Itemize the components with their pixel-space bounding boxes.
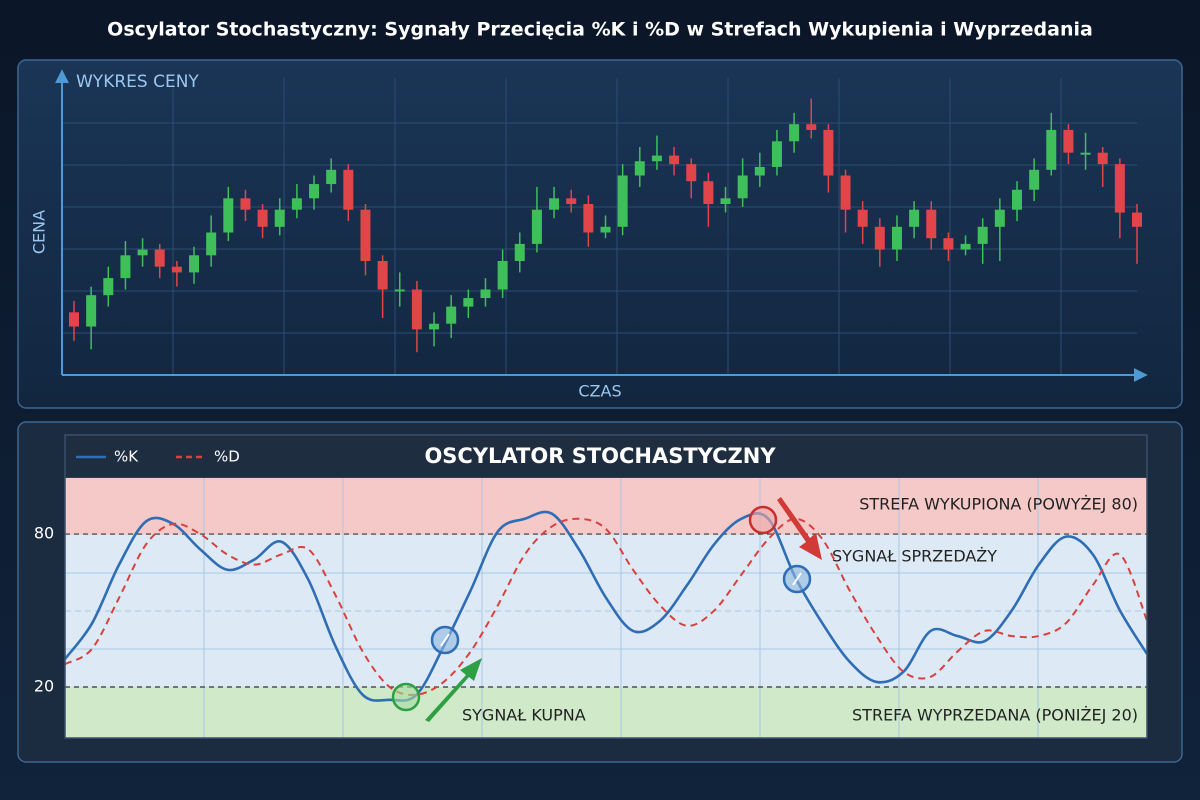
price-panel	[17, 59, 1183, 409]
candle-body	[977, 226, 988, 244]
sell-marker	[748, 505, 778, 535]
candle-body	[1097, 152, 1108, 165]
candle-body	[754, 166, 765, 176]
candle-body	[103, 278, 114, 296]
candle-body	[120, 255, 131, 279]
candle-body	[446, 306, 457, 324]
candle-body	[720, 198, 731, 204]
cross-marker-tick	[792, 572, 802, 586]
candle-body	[874, 226, 885, 250]
candle-body	[686, 164, 697, 182]
candle-body	[309, 184, 320, 199]
candle-body	[274, 209, 285, 227]
candle-body	[1063, 129, 1074, 153]
candle-body	[326, 169, 337, 185]
candle-body	[806, 124, 817, 130]
cross-marker-tick	[440, 633, 450, 647]
annotation: STREFA WYPRZEDANA (PONIŻEJ 20)	[852, 706, 1138, 725]
x-axis-label: CZAS	[578, 382, 621, 401]
candle-body	[240, 198, 251, 210]
plot-header	[64, 434, 1148, 479]
candle-body	[480, 289, 491, 299]
y-tick-label: 20	[34, 677, 54, 696]
annotation: STREFA WYKUPIONA (POWYŻEJ 80)	[859, 495, 1138, 514]
candle-body	[377, 261, 388, 290]
plot-frame	[64, 434, 1148, 739]
candle-body	[943, 238, 954, 250]
candle-body	[1132, 212, 1142, 227]
candle-body	[634, 161, 645, 176]
y-tick-label: 80	[34, 524, 54, 543]
annotation: SYGNAŁ SPRZEDAŻY	[832, 547, 997, 566]
candle-body	[994, 209, 1005, 227]
candle-body	[69, 312, 79, 327]
candle-body	[1029, 169, 1040, 190]
candle-body	[549, 198, 560, 210]
candle-body	[960, 243, 971, 250]
candle-body	[737, 175, 748, 199]
oscillator-chart: 20 80 OSCYLATOR STOCHASTYCZNY %K %D STREFA WY…	[34, 434, 1149, 739]
candle-body	[789, 124, 800, 142]
candle-body	[840, 175, 851, 210]
candle-body	[771, 141, 782, 167]
candle-body	[154, 249, 165, 267]
candle-body	[429, 323, 440, 330]
candle-body	[360, 209, 371, 261]
candle-body	[86, 295, 97, 327]
candle-body	[394, 289, 405, 292]
series-line	[64, 517, 1148, 696]
candle-body	[291, 198, 302, 210]
candle-body	[926, 209, 937, 239]
annotation: SYGNAŁ KUPNA	[462, 706, 586, 725]
candle-body	[223, 198, 234, 233]
chart-title: OSCYLATOR STOCHASTYCZNY	[424, 444, 776, 468]
candle-body	[617, 175, 628, 227]
y-axis-label: CENA	[30, 210, 49, 254]
candle-body	[600, 226, 611, 233]
candle-body	[1011, 189, 1022, 210]
oversold-zone	[65, 687, 1147, 738]
candle-body	[909, 209, 920, 227]
candle-body	[823, 129, 834, 176]
candle-body	[583, 204, 594, 233]
candle-body	[343, 169, 354, 210]
price-chart: WYKRES CENY CENA CZAS	[30, 69, 1148, 401]
legend-label: %K	[114, 448, 139, 466]
candle-body	[531, 209, 542, 244]
candle-body	[206, 232, 217, 256]
sell-arrow	[777, 497, 822, 560]
candle-body	[891, 226, 902, 250]
candle-body	[257, 209, 268, 227]
chart-title: WYKRES CENY	[76, 72, 199, 92]
candle-body	[1080, 152, 1091, 155]
buy-marker	[391, 682, 421, 712]
candle-body	[566, 198, 577, 204]
candle-body	[514, 243, 525, 261]
candle-body	[1114, 164, 1125, 213]
candle-body	[703, 181, 714, 204]
candle-body	[411, 289, 422, 330]
series-line	[63, 510, 1149, 702]
candle-body	[171, 266, 182, 273]
candle-body	[857, 209, 868, 227]
candle-body	[189, 255, 200, 273]
candle-body	[137, 249, 148, 256]
candle-body	[1046, 129, 1057, 170]
candle-body	[669, 155, 680, 165]
buy-arrow	[425, 658, 482, 722]
candle-body	[651, 155, 662, 162]
candle-body	[497, 261, 508, 290]
legend-label: %D	[214, 448, 240, 466]
overbought-zone	[65, 478, 1147, 535]
page-title: Oscylator Stochastyczny: Sygnały Przecię…	[107, 19, 1093, 41]
candle-body	[463, 298, 474, 307]
